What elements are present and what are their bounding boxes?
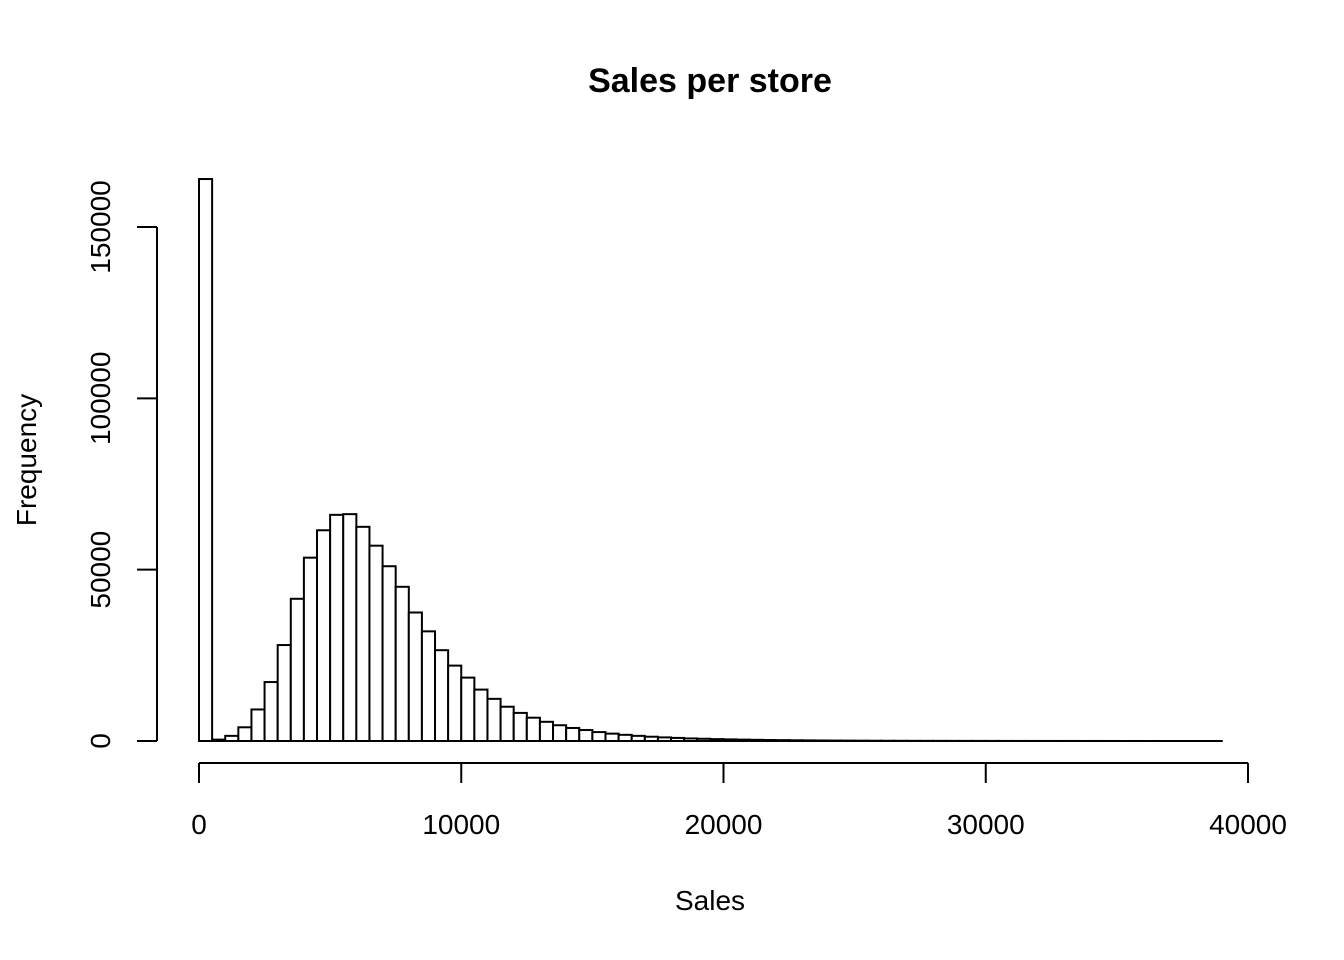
histogram-bar <box>512 711 528 743</box>
histogram-bar <box>683 737 699 742</box>
histogram-bar <box>355 525 371 743</box>
histogram-bar <box>722 738 738 743</box>
histogram-bar <box>552 724 568 742</box>
histogram-bar <box>538 720 555 742</box>
histogram-bar <box>630 734 646 742</box>
histogram-bar <box>434 649 450 742</box>
histogram-bar <box>460 676 476 742</box>
x-tick-label: 10000 <box>422 809 500 840</box>
histogram-bar <box>643 735 659 742</box>
histogram-bar <box>774 739 791 743</box>
y-tick-label: 150000 <box>85 180 116 273</box>
histogram-bar <box>302 556 319 742</box>
histogram-bar <box>709 738 725 742</box>
x-tick-label: 0 <box>191 809 207 840</box>
histogram-bar <box>617 733 633 743</box>
histogram-bar <box>486 697 502 742</box>
histogram-bar <box>250 708 266 742</box>
histogram-bar <box>198 178 214 742</box>
histogram-bar <box>237 726 253 742</box>
histogram-bar <box>525 716 541 743</box>
histogram-bar <box>591 731 607 743</box>
histogram-bar <box>788 739 804 743</box>
histogram-bar <box>735 738 751 743</box>
x-axis: 0 10000 20000 30000 40000 <box>191 762 1287 840</box>
histogram-bar <box>656 736 673 743</box>
histogram-bar <box>289 597 305 742</box>
histogram-bar <box>578 729 594 743</box>
x-tick-label: 40000 <box>1209 809 1287 840</box>
histogram-bars <box>198 178 1223 743</box>
x-tick-label: 20000 <box>685 809 763 840</box>
histogram-bar <box>420 630 437 742</box>
histogram-bar <box>814 739 830 742</box>
histogram-bar <box>748 738 764 743</box>
y-tick-label: 50000 <box>85 531 116 609</box>
x-tick-label: 30000 <box>947 809 1025 840</box>
histogram-bar <box>368 544 384 742</box>
y-axis-label: Frequency <box>11 394 42 526</box>
y-tick-label: 100000 <box>85 352 116 445</box>
histogram-bar <box>499 705 515 742</box>
y-tick-label: 0 <box>85 733 116 749</box>
histogram-bar <box>263 681 279 742</box>
histogram-bar <box>276 644 292 742</box>
histogram-bar <box>670 736 686 742</box>
histogram-bar <box>696 737 712 743</box>
histogram-bar <box>342 513 358 743</box>
x-axis-label: Sales <box>675 885 745 916</box>
histogram-bar <box>604 732 620 743</box>
histogram-bar <box>329 513 345 743</box>
y-axis: 0 50000 100000 150000 <box>85 180 158 749</box>
histogram-bar <box>224 734 240 742</box>
histogram-bar <box>381 565 397 742</box>
histogram-bar <box>316 529 332 743</box>
histogram-bar <box>394 585 410 742</box>
histogram-bar <box>761 739 777 743</box>
histogram-bar <box>407 611 423 742</box>
histogram-bar <box>473 688 489 742</box>
histogram-bar <box>801 739 817 743</box>
histogram-bar <box>211 738 227 743</box>
chart-title: Sales per store <box>588 62 832 100</box>
histogram-bar <box>565 726 581 742</box>
histogram-bar <box>447 664 463 742</box>
